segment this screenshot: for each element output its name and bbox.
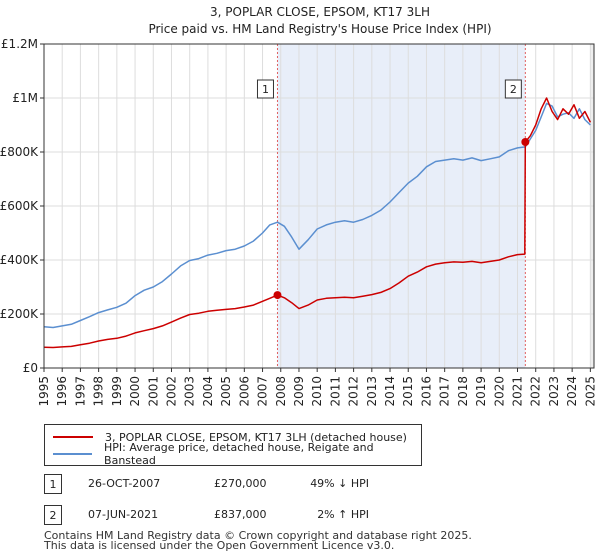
transaction-date: 26-OCT-2007	[88, 477, 161, 490]
footer-line-licence: This data is licensed under the Open Gov…	[44, 539, 395, 552]
legend-label-property: 3, POPLAR CLOSE, EPSOM, KT17 3LH (detach…	[105, 430, 407, 444]
plot-area: 1995 1996 1997 1998 1999 2000 2001 2002 2003 2004…	[0, 37, 597, 407]
x-tick-label: 2010	[310, 376, 324, 407]
legend-swatch-hpi	[53, 453, 93, 455]
legend-item-hpi: HPI: Average price, detached house, Reig…	[53, 441, 421, 467]
y-tick-label: £800K	[0, 145, 39, 159]
y-tick-label: £200K	[0, 307, 39, 321]
x-tick-label: 1997	[73, 376, 87, 407]
footer-attribution: Contains HM Land Registry data © Crown c…	[44, 529, 472, 552]
y-tick-label: £1.2M	[1, 37, 38, 51]
x-tick-label: 2025	[583, 376, 597, 407]
x-tick-label: 1995	[37, 376, 51, 407]
legend-swatch-property	[53, 436, 93, 438]
transaction-price: £270,000	[214, 477, 267, 490]
x-tick-label: 2008	[274, 376, 288, 407]
x-tick-label: 2006	[237, 376, 251, 407]
x-tick-label: 2022	[529, 376, 543, 407]
sale-label: 1	[262, 83, 269, 96]
price-chart: 3, POPLAR CLOSE, EPSOM, KT17 3LH Price p…	[0, 5, 597, 407]
x-tick-label: 2004	[201, 376, 215, 407]
chart-legend: 3, POPLAR CLOSE, EPSOM, KT17 3LH (detach…	[44, 424, 422, 467]
hpi-line	[43, 102, 591, 329]
transaction-badge: 1	[44, 474, 62, 494]
y-tick-label: £400K	[0, 253, 39, 267]
sale-label-box	[504, 79, 522, 99]
sale-label-box	[256, 79, 274, 99]
legend-label-hpi: HPI: Average price, detached house, Reig…	[104, 441, 374, 467]
x-tick-label: 2007	[256, 376, 270, 407]
transaction-badge: 2	[44, 505, 62, 525]
y-tick-label: £600K	[0, 199, 39, 213]
property-price-line	[43, 97, 592, 349]
x-tick-label: 2011	[328, 376, 342, 407]
x-tick-label: 2024	[565, 376, 579, 407]
x-tick-label: 2014	[383, 376, 397, 407]
x-tick-label: 2016	[419, 376, 433, 407]
plot-frame	[43, 43, 595, 369]
sale-point	[521, 138, 530, 147]
x-tick-label: 2020	[492, 376, 506, 407]
x-tick-label: 1996	[55, 376, 69, 407]
x-tick-label: 2021	[511, 376, 525, 407]
transaction-price: £837,000	[214, 508, 267, 521]
x-tick-label: 2013	[365, 376, 379, 407]
transaction-date: 07-JUN-2021	[88, 508, 159, 521]
x-tick-label: 2012	[347, 376, 361, 407]
x-tick-label: 2002	[164, 376, 178, 407]
x-tick-label: 2017	[438, 376, 452, 407]
x-tick-label: 2018	[456, 376, 470, 407]
legend-item-property: 3, POPLAR CLOSE, EPSOM, KT17 3LH (detach…	[53, 429, 407, 445]
x-tick-label: 1999	[110, 376, 124, 407]
x-tick-label: 1998	[92, 376, 106, 407]
y-tick-label: £1M	[12, 91, 38, 105]
y-tick-label: £0	[23, 361, 38, 375]
x-tick-label: 2001	[146, 376, 160, 407]
sale-point	[273, 291, 282, 300]
x-tick-label: 2005	[219, 376, 233, 407]
x-tick-label: 2023	[547, 376, 561, 407]
transaction-hpi-diff: 49% ↓ HPI	[310, 477, 369, 490]
x-tick-label: 2003	[183, 376, 197, 407]
chart-subtitle: Price paid vs. HM Land Registry's House …	[148, 22, 491, 36]
x-tick-label: 2009	[292, 376, 306, 407]
x-tick-label: 2000	[128, 376, 142, 407]
footer-line-copyright: Contains HM Land Registry data © Crown c…	[44, 529, 472, 542]
sale-label: 2	[510, 83, 517, 96]
x-tick-label: 2015	[401, 376, 415, 407]
transaction-hpi-diff: 2% ↑ HPI	[317, 508, 369, 521]
chart-title: 3, POPLAR CLOSE, EPSOM, KT17 3LH	[210, 5, 430, 19]
x-tick-label: 2019	[474, 376, 488, 407]
